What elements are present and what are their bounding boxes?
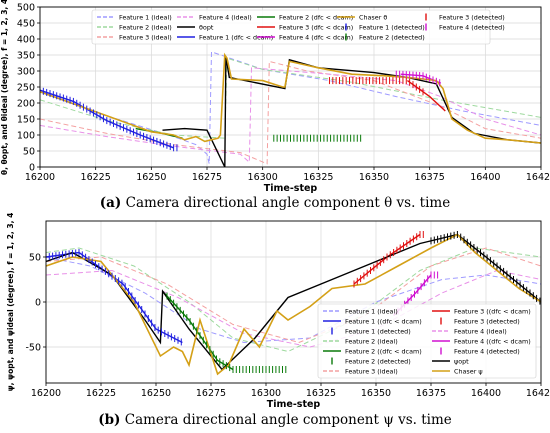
- x-tick-label: 16275: [192, 172, 222, 183]
- x-tick-label: 16300: [248, 172, 278, 183]
- legend-entry: Chaser θ: [359, 14, 387, 22]
- legend-entry: Feature 1 (detected): [345, 328, 411, 336]
- legend-entry: Feature 1 (detected): [359, 24, 425, 32]
- legend-entry: Feature 4 (dfc < dcam): [279, 34, 353, 42]
- y-tick-label: 450: [17, 19, 35, 30]
- legend-entry: Feature 2 (ideal): [119, 24, 172, 32]
- y-tick-label: 400: [17, 35, 35, 46]
- y-tick-label: 100: [17, 131, 35, 142]
- legend-entry: Feature 3 ((dfc < dcam): [454, 308, 531, 316]
- chart-psi: 16200 16225 16250 16275 16300 16325 16350 16375…: [6, 213, 550, 410]
- legend-entry: Feature 4 (ideal): [454, 328, 507, 336]
- legend-entry: Feature 2 (detected): [345, 358, 411, 366]
- legend-entry: Feature 4 (ideal): [199, 14, 252, 22]
- y-tick-label: 50: [23, 147, 35, 158]
- chart-theta: 16200 16225 16250 16275 16300 16325 16350 16375…: [0, 0, 550, 194]
- legend-entry: Feature 3 (ideal): [345, 368, 398, 376]
- x-tick-label: 16425: [526, 388, 550, 399]
- x-tick-label: 16225: [86, 388, 116, 399]
- legend: Feature 1 (ideal) Feature 1 ((dfc < dcam)…: [317, 303, 537, 379]
- legend-entry: Feature 1 ((dfc < dcam): [345, 318, 422, 326]
- y-tick-label: 0: [35, 298, 41, 309]
- legend-entry: Feature 3 (dfc < dcam): [279, 24, 353, 32]
- legend-entry: Feature 4 ((dfc < dcam): [454, 338, 531, 346]
- y-tick-label: 500: [17, 3, 35, 14]
- series-line: [46, 247, 541, 344]
- x-tick-label: 16200: [31, 388, 61, 399]
- y-tick-label: 50: [29, 253, 41, 264]
- legend-entry: Feature 4 (detected): [454, 348, 520, 356]
- series-line: [40, 52, 541, 144]
- legend-entry: Feature 2 (dfc < dcam): [279, 14, 353, 22]
- x-tick-label: 16250: [136, 172, 166, 183]
- legend-entry: Feature 1 (ideal): [345, 308, 398, 316]
- x-tick-label: 16275: [196, 388, 226, 399]
- legend-entry: Feature 1 (ideal): [119, 14, 172, 22]
- legend-entry: Feature 3 (detected): [439, 14, 505, 22]
- x-tick-label: 16200: [25, 172, 55, 183]
- plot-area: [40, 51, 541, 167]
- series-line: [40, 60, 541, 165]
- y-tick-label: 350: [17, 51, 35, 62]
- x-tick-label: 16400: [470, 172, 500, 183]
- y-tick-label: 200: [17, 99, 35, 110]
- y-tick-label: 0: [29, 163, 35, 174]
- legend-entry: Feature 3 (detected): [454, 318, 520, 326]
- x-tick-label: 16325: [303, 172, 333, 183]
- legend-entry: Feature 1 (dfc < dcam): [199, 34, 273, 42]
- legend-entry: Feature 2 (detected): [359, 34, 425, 42]
- caption-b: (b) Camera directional angle component ψ…: [98, 412, 452, 428]
- legend-entry: Feature 4 (detected): [439, 24, 505, 32]
- x-axis-label: Time-step: [264, 183, 318, 194]
- y-tick-label: -50: [25, 343, 41, 354]
- series-line: [46, 269, 541, 348]
- series-line: [162, 56, 541, 167]
- plot-area: [46, 231, 541, 376]
- x-tick-label: 16225: [81, 172, 111, 183]
- caption-a: (a) Camera directional angle component θ…: [100, 195, 450, 211]
- x-tick-label: 16350: [361, 388, 391, 399]
- x-tick-label: 16300: [251, 388, 281, 399]
- legend-entry: ψopt: [454, 358, 469, 366]
- y-axis-label: θ, θopt, and θideal (degree), f = 1, 2, …: [0, 0, 9, 175]
- x-axis-label: Time-step: [267, 399, 321, 410]
- y-tick-label: 300: [17, 67, 35, 78]
- legend-entry: Chaser ψ: [454, 368, 483, 376]
- legend-entry: Feature 2 (ideal): [345, 338, 398, 346]
- series-line: [40, 67, 541, 164]
- x-tick-label: 16375: [415, 172, 445, 183]
- x-tick-label: 16375: [416, 388, 446, 399]
- x-tick-label: 16400: [471, 388, 501, 399]
- legend-entry: θopt: [199, 24, 214, 32]
- x-tick-label: 16350: [359, 172, 389, 183]
- y-tick-label: 150: [17, 115, 35, 126]
- x-tick-label: 16250: [141, 388, 171, 399]
- legend-entry: Feature 3 (ideal): [119, 34, 172, 42]
- legend-entry: Feature 2 ((dfc < dcam): [345, 348, 422, 356]
- y-tick-label: 250: [17, 83, 35, 94]
- y-axis-label: ψ, ψopt, and ψideal (degree), f = 1, 2, …: [6, 213, 15, 392]
- x-tick-label: 16425: [526, 172, 550, 183]
- x-tick-label: 16325: [306, 388, 336, 399]
- series-line: [40, 51, 541, 164]
- series-line: [40, 57, 541, 139]
- legend: Feature 1 (ideal) Feature 2 (ideal) Featur…: [91, 9, 505, 45]
- series-line: [406, 80, 446, 112]
